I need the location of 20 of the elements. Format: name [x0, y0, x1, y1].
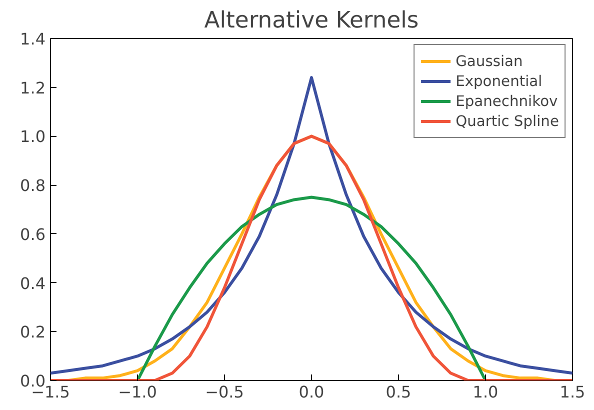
legend-label: Quartic Spline	[456, 112, 559, 130]
legend-label: Exponential	[456, 72, 542, 90]
x-tick-label: 1.0	[472, 382, 498, 402]
legend-label: Epanechnikov	[456, 92, 558, 110]
y-tick-label: 0.4	[20, 274, 46, 293]
y-tick-label: 1.0	[20, 127, 46, 146]
chart-title: Alternative Kernels	[204, 8, 419, 34]
legend-label: Gaussian	[456, 52, 523, 70]
x-tick-label: −1.0	[118, 382, 157, 402]
x-tick-label: 0.0	[298, 382, 324, 402]
y-tick-label: 1.4	[20, 30, 46, 48]
line-series	[136, 196, 487, 380]
y-tick-label: 0.6	[20, 224, 46, 244]
x-tick-label: 1.5	[560, 382, 586, 402]
y-tick-label: 0.8	[20, 176, 46, 196]
y-tick-label: 0.2	[20, 322, 46, 342]
x-tick-label: 0.5	[386, 382, 412, 402]
line-series	[50, 76, 572, 375]
x-tick-label: −0.5	[205, 382, 244, 402]
y-tick-label: 1.2	[20, 78, 46, 98]
